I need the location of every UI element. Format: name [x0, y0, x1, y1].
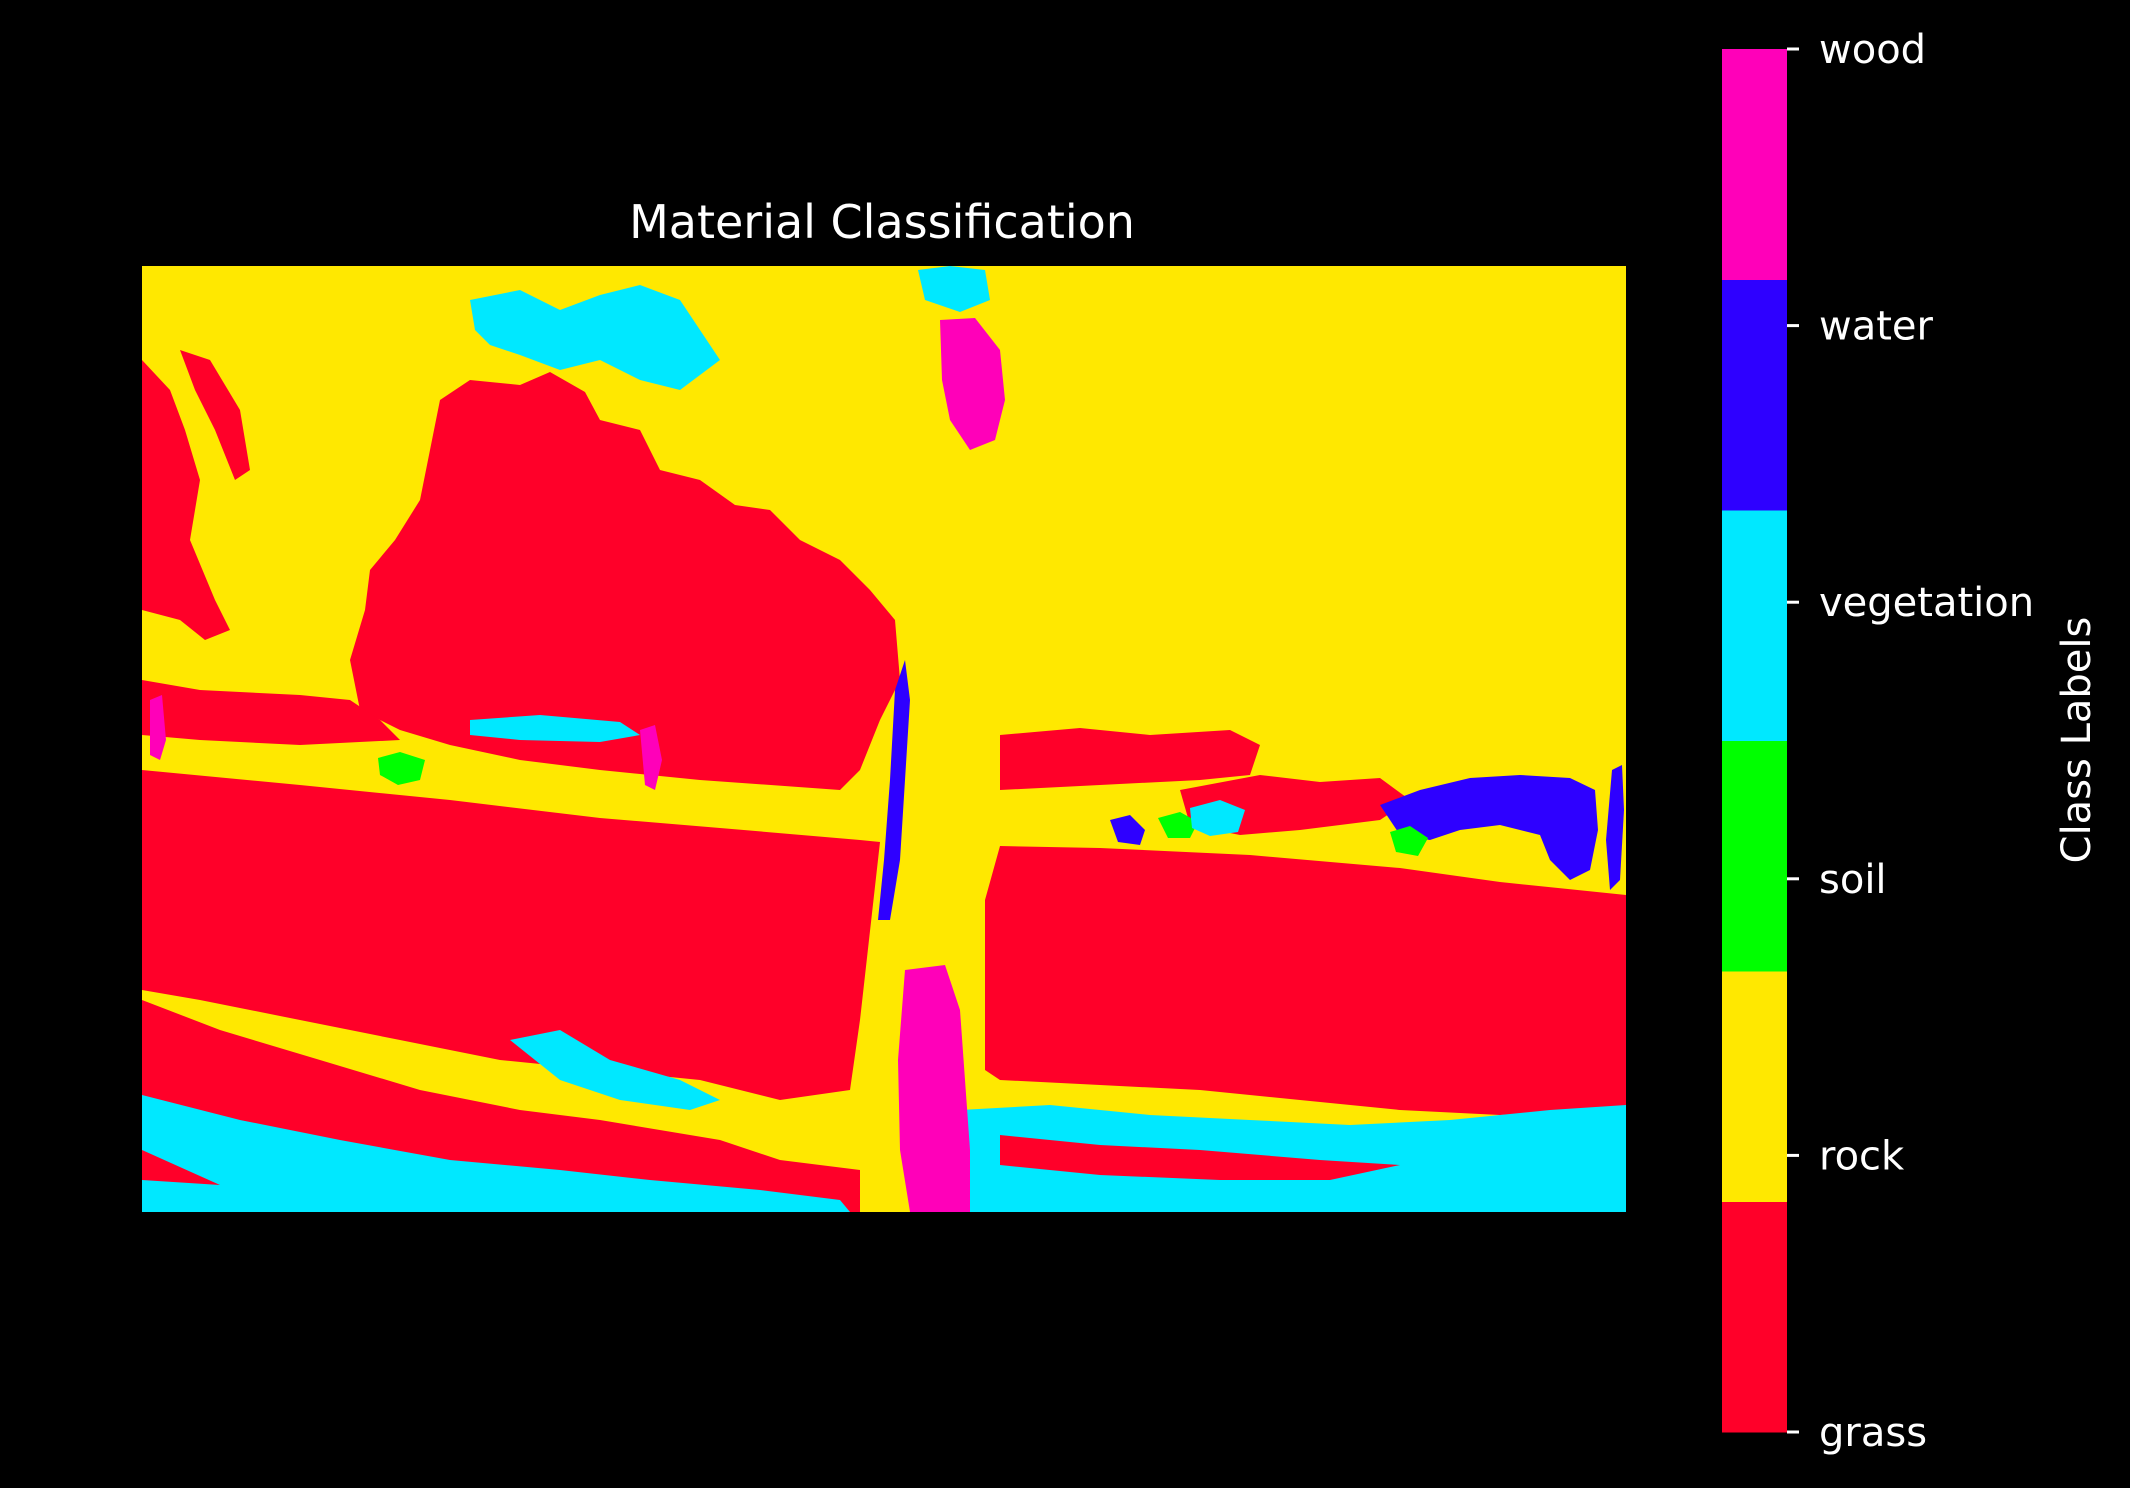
map-region-soil-mid: [1158, 812, 1198, 838]
map-region-grass-branch: [180, 350, 250, 480]
colorbar-swatch-water: [1722, 279, 1787, 511]
map-region-soil-right: [1390, 826, 1428, 856]
colorbar-tick-label-grass: grass: [1819, 1410, 1927, 1456]
map-region-water-pole-edge: [878, 660, 910, 920]
colorbar-swatches: [1722, 49, 1787, 1433]
colorbar-swatch-rock: [1722, 971, 1787, 1202]
colorbar-tick-label-wood: wood: [1819, 27, 1926, 73]
colorbar-ticks: grass rock soil vegetation water wood: [1787, 27, 2034, 1456]
map-region-vegetation-mid-left: [470, 715, 640, 742]
map-region-vegetation-bottom-left: [142, 1095, 850, 1212]
map-region-grass-canopy: [350, 372, 900, 790]
map-region-wood-left-spot: [150, 695, 166, 760]
colorbar-tick-label-water: water: [1819, 304, 1934, 350]
map-region-water-small: [1110, 815, 1145, 845]
map-region-vegetation-top: [470, 285, 720, 390]
map-region-grass-right-wall: [985, 846, 1626, 1115]
map-region-grass-right-fence: [1000, 728, 1260, 790]
map-region-soil-left: [378, 752, 425, 785]
map-region-grass-left-wall: [142, 770, 880, 1100]
map-region-wood-mid-spot: [640, 725, 662, 790]
colorbar-swatch-wood: [1722, 49, 1787, 280]
colorbar-swatch-soil: [1722, 740, 1787, 972]
colorbar-swatch-vegetation: [1722, 510, 1787, 741]
colorbar-tick-label-rock: rock: [1819, 1133, 1905, 1179]
map-region-water-right-edge: [1606, 765, 1624, 890]
map-region-water-right: [1380, 775, 1598, 880]
colorbar-label: Class Labels: [2054, 617, 2100, 864]
map-region-grass-bottom-right: [1000, 1135, 1400, 1180]
map-region-grass-mid-strip: [142, 680, 400, 745]
colorbar-tick-label-vegetation: vegetation: [1819, 580, 2034, 626]
chart-title: Material Classification: [629, 195, 1135, 249]
colorbar-tick-label-soil: soil: [1819, 857, 1887, 903]
map-region-wood-pole-bottom: [898, 965, 970, 1212]
colorbar-swatch-grass: [1722, 1201, 1787, 1433]
colorbar: grass rock soil vegetation water wood Class L…: [1722, 27, 2100, 1456]
map-region-vegetation-streak: [510, 1030, 720, 1110]
map-region-vegetation-top-small: [918, 266, 990, 312]
map-region-grass-left-tree: [142, 360, 230, 640]
classification-map: [142, 266, 1626, 1212]
map-region-vegetation-mid-right: [1190, 800, 1245, 836]
map-region-wood-pole-top: [940, 318, 1005, 450]
